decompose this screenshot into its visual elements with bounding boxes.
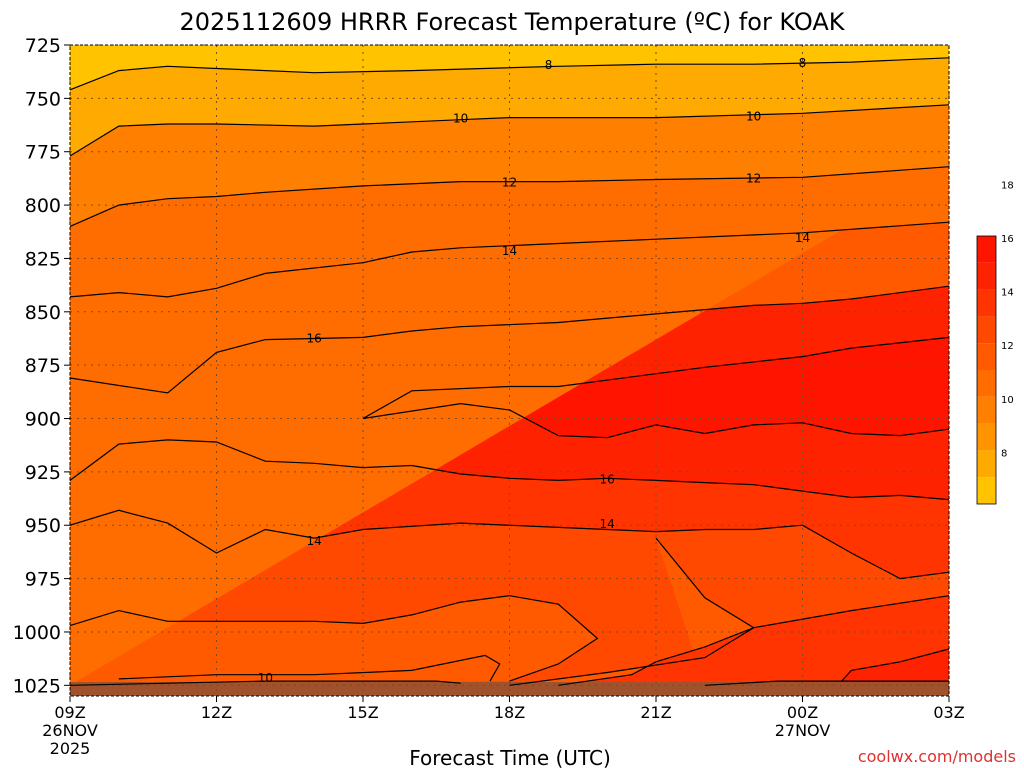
contour-label: 8 [799, 56, 807, 70]
colorbar-swatch [977, 289, 996, 317]
credit-text: coolwx.com/models [858, 747, 1016, 766]
contour-label: 16 [307, 331, 322, 345]
y-tick-label: 1000 [13, 622, 61, 644]
colorbar-label: 14 [1001, 288, 1014, 299]
y-tick-label: 850 [25, 302, 61, 324]
y-tick-label: 975 [25, 569, 61, 591]
colorbar-label: 12 [1001, 341, 1014, 352]
contour-label: 10 [258, 671, 273, 685]
colorbar-swatch [977, 396, 996, 424]
contour-label: 12 [746, 171, 761, 185]
contour-label: 8 [545, 58, 553, 72]
colorbar-label: 16 [1001, 234, 1014, 245]
x-tick-label: 03Z [933, 703, 964, 722]
colorbar-swatch [977, 423, 996, 451]
y-tick-label: 725 [25, 35, 61, 57]
colorbar-swatch [977, 370, 996, 397]
x-tick-year: 2025 [50, 739, 91, 758]
x-axis-label: Forecast Time (UTC) [409, 746, 611, 768]
contour-label: 14 [502, 244, 517, 258]
contour-line-13.5 [509, 537, 755, 686]
y-tick-label: 900 [25, 409, 61, 431]
chart-title: 2025112609 HRRR Forecast Temperature (ºC… [180, 8, 846, 36]
contour-label: 14 [307, 534, 322, 548]
colorbar-swatch [977, 477, 996, 504]
contour-line-15 [704, 680, 949, 686]
y-tick-label: 775 [25, 142, 61, 164]
colorbar-swatch [977, 450, 996, 478]
contour-line-16 [69, 439, 950, 501]
colorbar-swatch [977, 343, 996, 370]
y-tick-label: 1025 [13, 675, 61, 697]
colorbar-swatch [977, 262, 996, 290]
colorbar-label: 8 [1001, 448, 1007, 459]
contour-line-10 [69, 680, 461, 686]
contour-lines [69, 57, 950, 686]
colorbar-label: 18 [1001, 180, 1014, 191]
contour-label: 10 [746, 109, 761, 123]
x-tick-label: 21Z [640, 703, 671, 722]
colorbar-label: 10 [1001, 395, 1014, 406]
x-tick-label: 18Z [494, 703, 525, 722]
contour-line-13 [69, 595, 599, 682]
band-cooler-pool [70, 166, 949, 686]
colorbar-swatch [977, 316, 996, 344]
band-right-pool [509, 538, 754, 686]
contour-line-18 [362, 336, 950, 439]
colorbar-frame [976, 235, 997, 505]
contour-line-15.5 [841, 648, 950, 682]
y-tick-label: 925 [25, 462, 61, 484]
contour-line-14.5 [558, 595, 950, 686]
x-tick-label: 00Z [787, 703, 818, 722]
contour-line-12 [118, 654, 501, 682]
band-8-10 [70, 57, 949, 156]
contour-label: 16 [600, 472, 615, 486]
y-tick-label: 750 [25, 88, 61, 110]
contour-label: 14 [600, 517, 615, 531]
contour-label: 10 [453, 112, 468, 126]
y-tick-label: 825 [25, 248, 61, 270]
y-axis-ticks: 725 750 775 800 825 850 875 900 925 950 975 1000 102… [13, 35, 70, 697]
x-tick-label: 09Z [54, 703, 85, 722]
x-tick-label: 15Z [347, 703, 378, 722]
y-tick-label: 950 [25, 515, 61, 537]
contour-line-12 [69, 166, 950, 227]
y-tick-label: 875 [25, 355, 61, 377]
y-tick-label: 800 [25, 195, 61, 217]
contour-line-14 [69, 221, 950, 298]
colorbar: 8 10 12 14 16 18 [976, 180, 1014, 505]
x-tick-date: 27NOV [775, 721, 831, 740]
x-tick-label: 12Z [201, 703, 232, 722]
colorbar-swatch [977, 236, 996, 263]
contour-line-10 [69, 104, 950, 157]
band-gt16 [363, 337, 949, 438]
band-cool-pool [70, 595, 598, 686]
x-tick-date: 26NOV [42, 721, 98, 740]
contour-line-8 [69, 57, 950, 91]
contour-label: 14 [795, 231, 810, 245]
contour-line-16 [69, 285, 950, 394]
band-right-warmer [841, 649, 949, 686]
contour-labels: 8 8 10 10 12 12 14 14 16 16 14 14 10 [258, 56, 810, 685]
contour-line-14 [69, 509, 950, 580]
contour-label: 12 [502, 176, 517, 190]
